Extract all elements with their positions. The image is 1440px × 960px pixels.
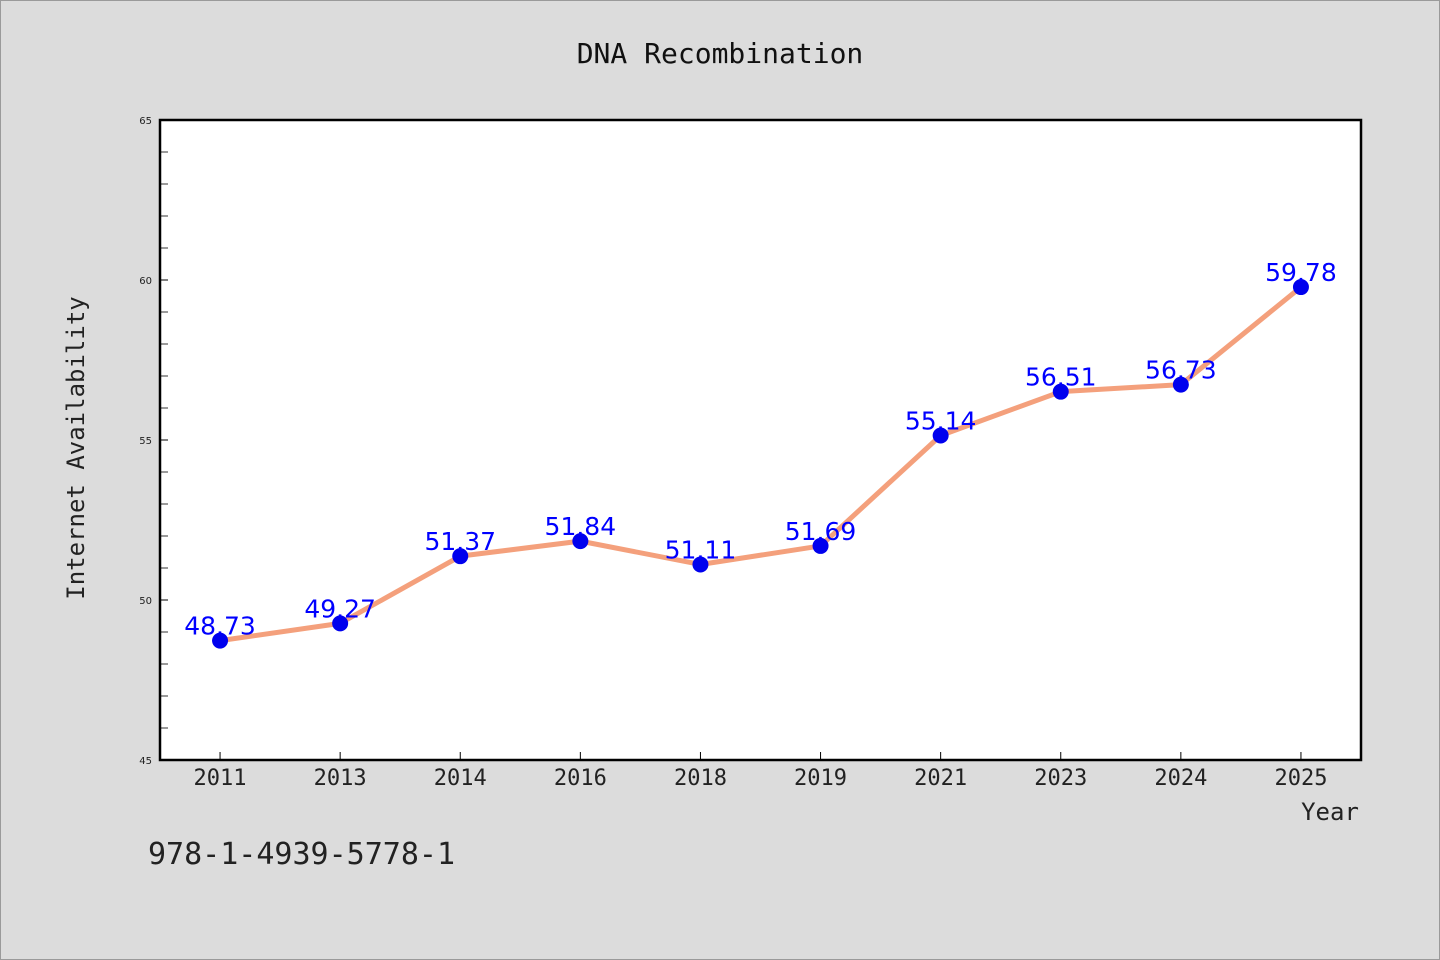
- data-point-label: 55.14: [905, 407, 977, 436]
- x-tick-label: 2013: [314, 766, 367, 791]
- x-axis-label: Year: [1301, 798, 1359, 826]
- y-tick-label: 60: [139, 276, 152, 287]
- data-point-label: 51.69: [785, 517, 857, 546]
- series-line-group: [219, 285, 1303, 644]
- data-point-marker: [452, 548, 469, 565]
- x-tick-label: 2023: [1034, 766, 1087, 791]
- plot-border: [158, 118, 1363, 762]
- data-point-marker: [572, 533, 589, 550]
- x-tick-label: 2025: [1274, 766, 1327, 791]
- data-point-label: 48.73: [184, 612, 256, 641]
- series-line: [219, 285, 1303, 644]
- data-point-marker: [1052, 383, 1069, 400]
- data-point-marker: [812, 537, 829, 554]
- x-tick-label: 2019: [794, 766, 847, 791]
- y-tick-label: 55: [139, 436, 152, 447]
- data-point-label: 59.78: [1265, 258, 1337, 287]
- x-tick-label: 2016: [554, 766, 607, 791]
- data-point-marker: [932, 427, 949, 444]
- data-point-label: 51.84: [545, 512, 617, 541]
- y-axis-label: Internet Availability: [62, 296, 90, 599]
- data-point-label: 51.37: [424, 527, 496, 556]
- data-point-label: 56.73: [1145, 356, 1217, 385]
- x-tick-label: 2024: [1154, 766, 1207, 791]
- y-tick-label: 50: [139, 596, 152, 607]
- data-point-label: 51.11: [665, 535, 737, 564]
- x-tick-label: 2011: [194, 766, 247, 791]
- y-tick-label: 65: [139, 116, 152, 127]
- x-tick-label: 2014: [434, 766, 487, 791]
- plot-area: [160, 120, 1361, 760]
- x-tick-label: 2021: [914, 766, 967, 791]
- x-tick-label: 2018: [674, 766, 727, 791]
- data-point-marker: [1292, 279, 1309, 296]
- data-point-marker: [692, 556, 709, 573]
- data-point-marker: [332, 615, 349, 632]
- data-label-group: 48.73 49.27 51.37 51.84 51.11 51.69 55.14 56.51…: [184, 258, 1336, 641]
- data-point-marker: [1172, 376, 1189, 393]
- data-point-marker: [212, 632, 229, 649]
- footer-identifier: 978-1-4939-5778-1: [148, 837, 455, 872]
- chart-title: DNA Recombination: [577, 37, 864, 70]
- marker-group: [212, 279, 1309, 649]
- y-tick-label: 45: [139, 756, 152, 767]
- data-point-label: 56.51: [1025, 363, 1097, 392]
- axis-ticks: 45 50 55 60 65 2011 2013 2014 2016 2018 2019 2021 20…: [139, 116, 1327, 791]
- data-point-label: 49.27: [304, 594, 376, 623]
